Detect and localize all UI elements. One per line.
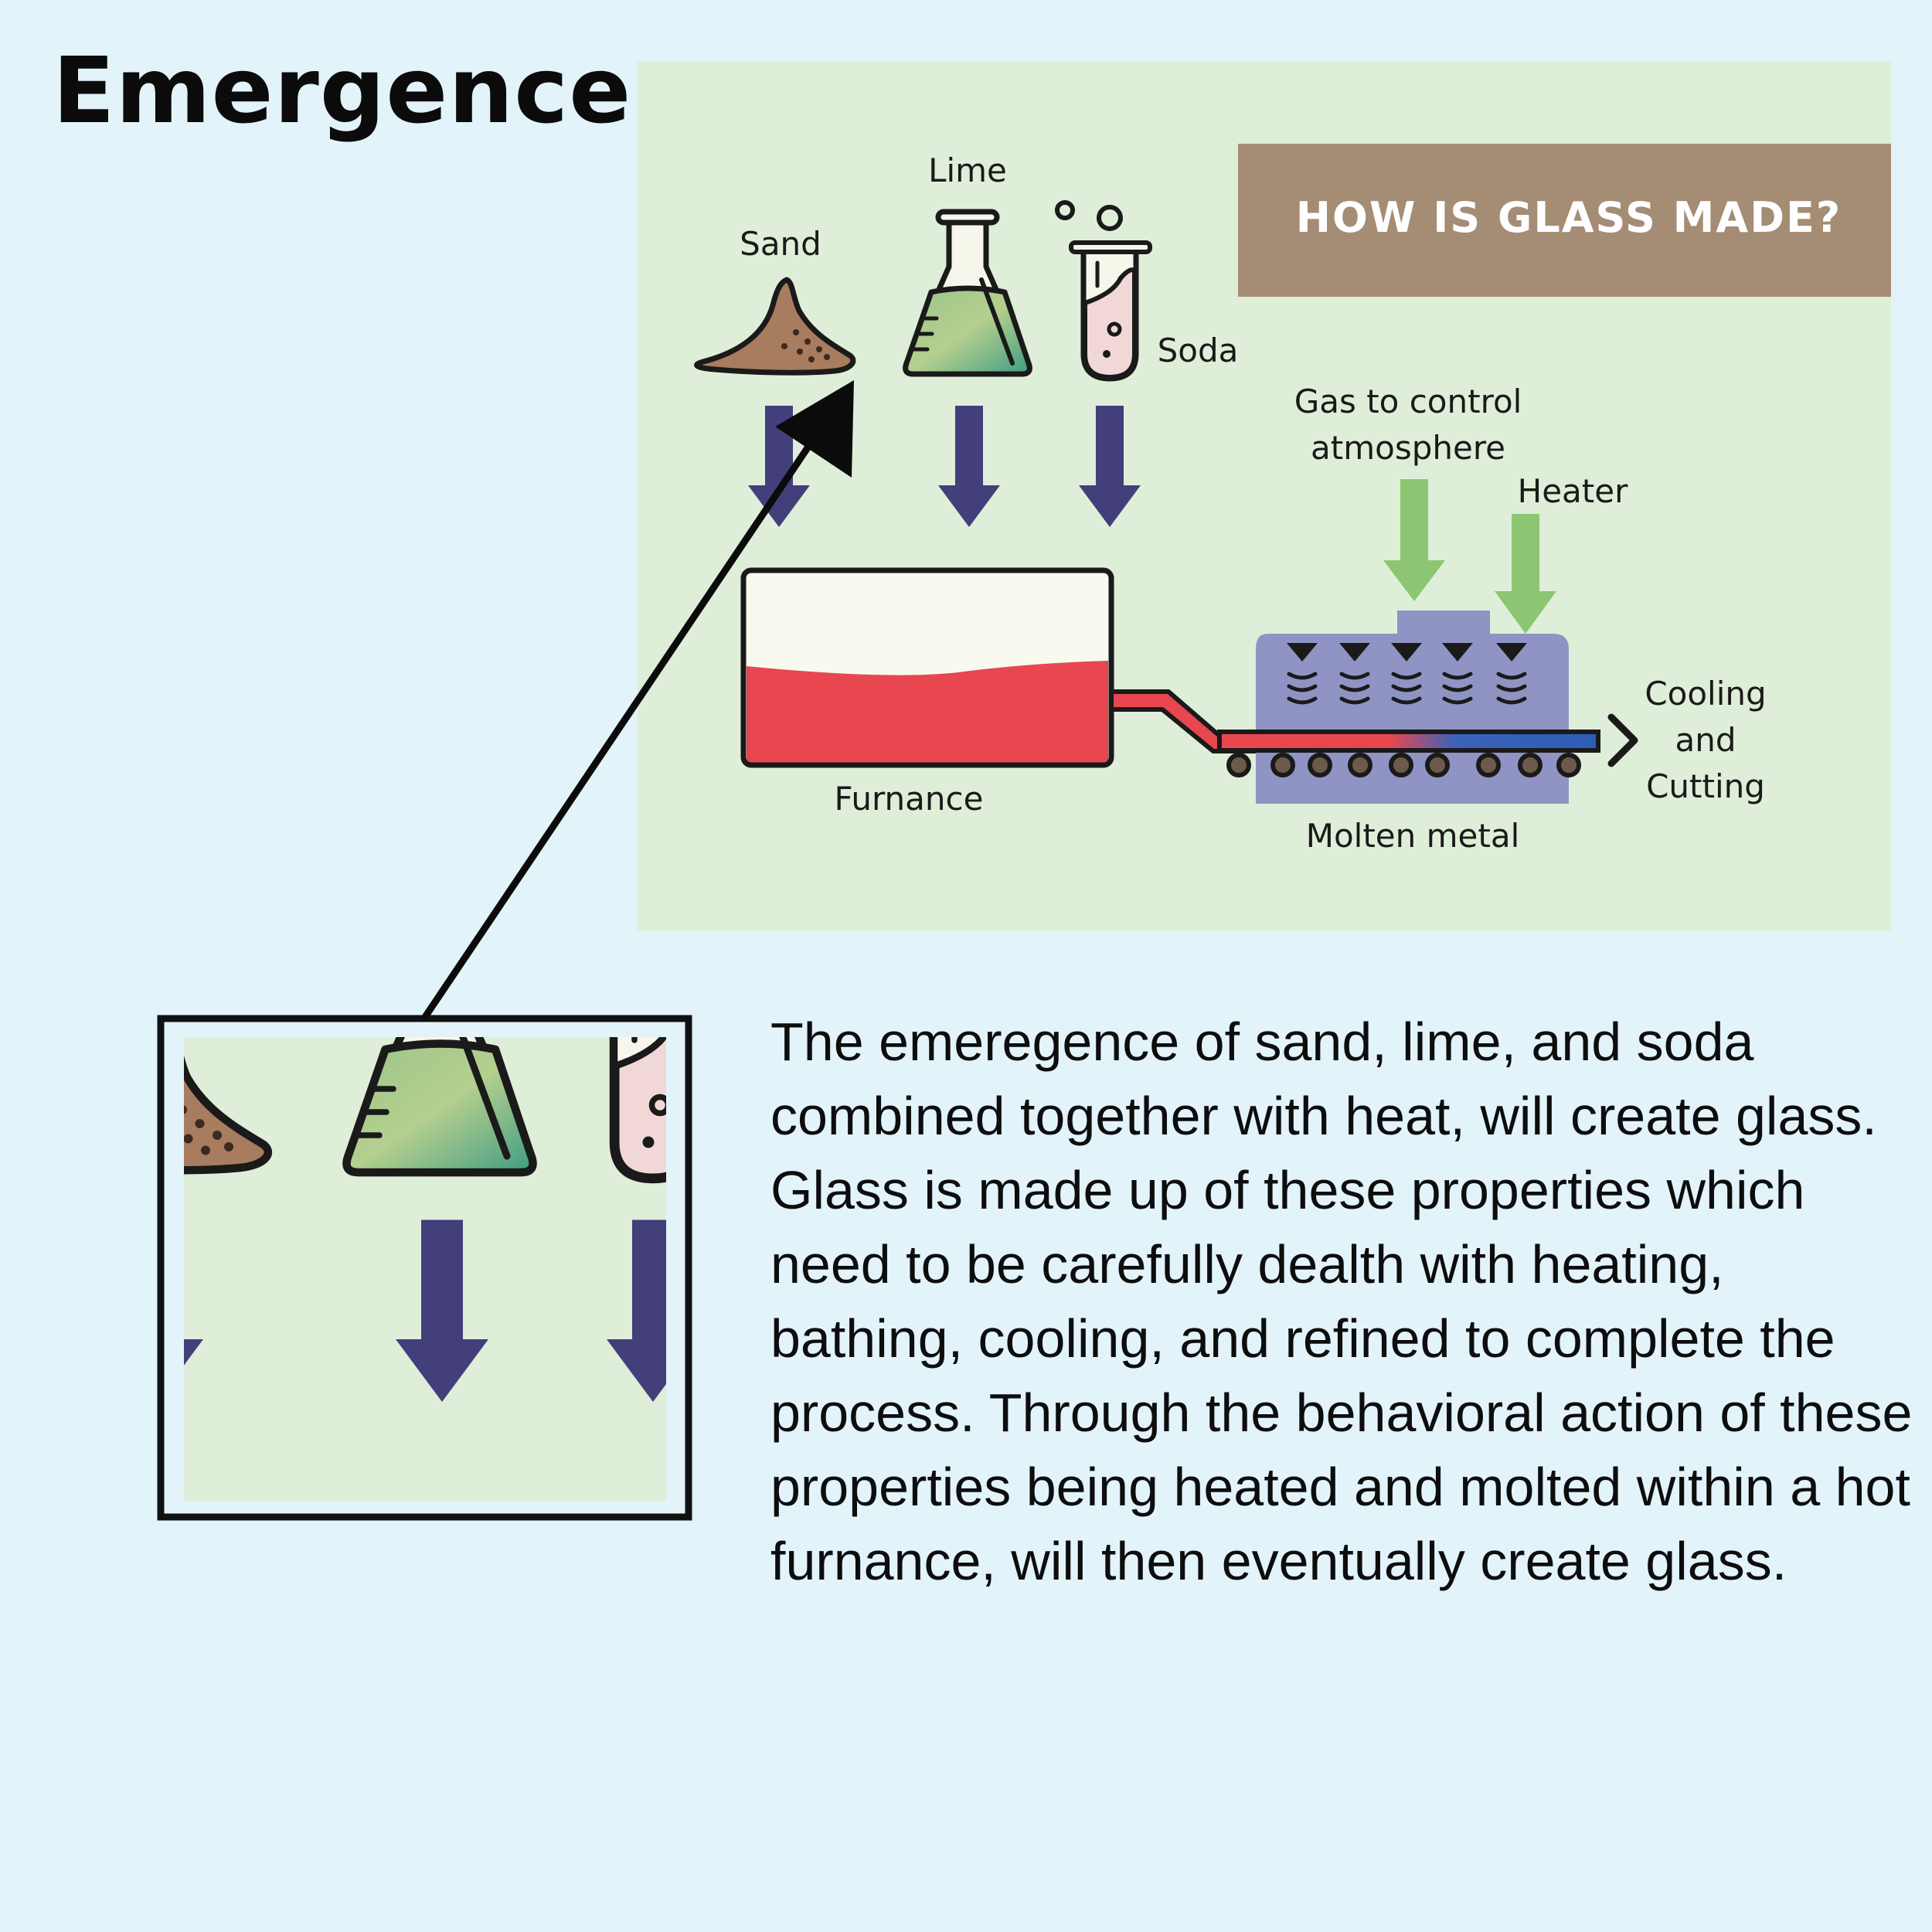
label-cooling-line3: Cutting (1646, 767, 1765, 805)
page-title: Emergence (53, 37, 632, 144)
label-gas-line1: Gas to control (1294, 383, 1522, 420)
label-cooling-line1: Cooling (1645, 675, 1766, 713)
float-bath-chamber (1256, 611, 1569, 804)
conveyor-rollers (1226, 753, 1581, 777)
banner-title: HOW IS GLASS MADE? (1296, 193, 1842, 242)
heater-down-arrow (1495, 514, 1556, 634)
inset-label-lime: Lime (381, 839, 499, 896)
chevron-right-icon (1607, 713, 1638, 767)
glass-sheet (1217, 730, 1600, 753)
furnace (740, 567, 1114, 768)
banner-box (1238, 144, 1891, 297)
label-molten-metal: Molten metal (1306, 817, 1520, 855)
label-soda: Soda (1158, 332, 1239, 369)
description-paragraph: The emeregence of sand, lime, and soda c… (770, 1012, 1913, 1591)
label-lime: Lime (928, 151, 1007, 189)
label-sand: Sand (740, 225, 821, 263)
label-heater: Heater (1518, 472, 1628, 510)
label-cooling-line2: and (1675, 721, 1736, 759)
inset-label-sand: Sand (98, 949, 221, 1005)
gas-down-arrow (1383, 479, 1445, 601)
pointer-arrow (421, 380, 854, 1021)
label-gas-line2: atmosphere (1311, 429, 1505, 467)
label-furnace: Furnance (835, 780, 984, 818)
zoom-inset: Sand Lime (98, 839, 692, 1521)
